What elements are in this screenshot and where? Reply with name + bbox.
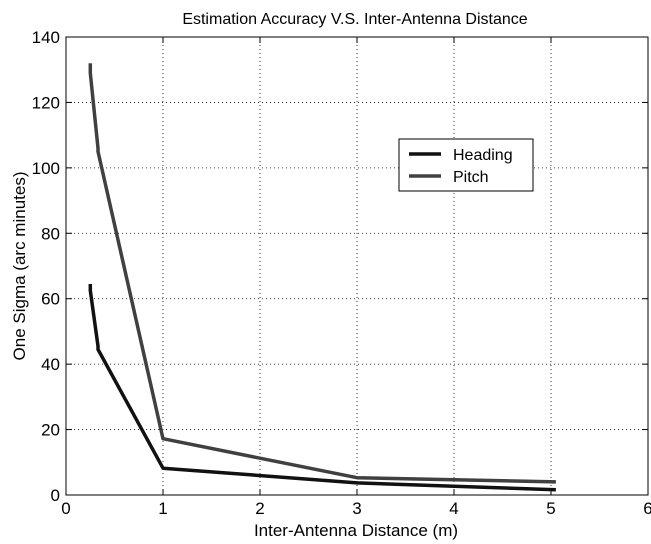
series-line-pitch bbox=[88, 63, 556, 484]
x-tick-label: 3 bbox=[352, 499, 361, 518]
y-tick-label: 120 bbox=[32, 93, 60, 112]
y-tick-label: 80 bbox=[41, 224, 60, 243]
series-line-heading bbox=[88, 284, 556, 492]
legend: Heading Pitch bbox=[398, 138, 534, 192]
y-tick-label: 20 bbox=[41, 421, 60, 440]
grid bbox=[66, 37, 648, 495]
y-tick-label: 60 bbox=[41, 290, 60, 309]
x-tick-label: 2 bbox=[255, 499, 264, 518]
y-axis-label: One Sigma (arc minutes) bbox=[10, 172, 29, 361]
x-tick-label: 5 bbox=[546, 499, 555, 518]
x-tick-label: 1 bbox=[158, 499, 167, 518]
legend-label-pitch: Pitch bbox=[453, 169, 489, 186]
legend-label-heading: Heading bbox=[453, 147, 513, 164]
y-tick-label: 140 bbox=[32, 28, 60, 47]
series-lines bbox=[88, 63, 556, 492]
chart-title: Estimation Accuracy V.S. Inter-Antenna D… bbox=[182, 11, 527, 28]
x-tick-label: 4 bbox=[449, 499, 458, 518]
y-tick-label: 0 bbox=[51, 486, 60, 505]
legend-box bbox=[398, 138, 534, 192]
x-axis-label: Inter-Antenna Distance (m) bbox=[254, 521, 458, 540]
x-tick-label: 0 bbox=[61, 499, 70, 518]
x-tick-label: 6 bbox=[643, 499, 651, 518]
y-tick-label: 100 bbox=[32, 159, 60, 178]
y-tick-label: 40 bbox=[41, 355, 60, 374]
